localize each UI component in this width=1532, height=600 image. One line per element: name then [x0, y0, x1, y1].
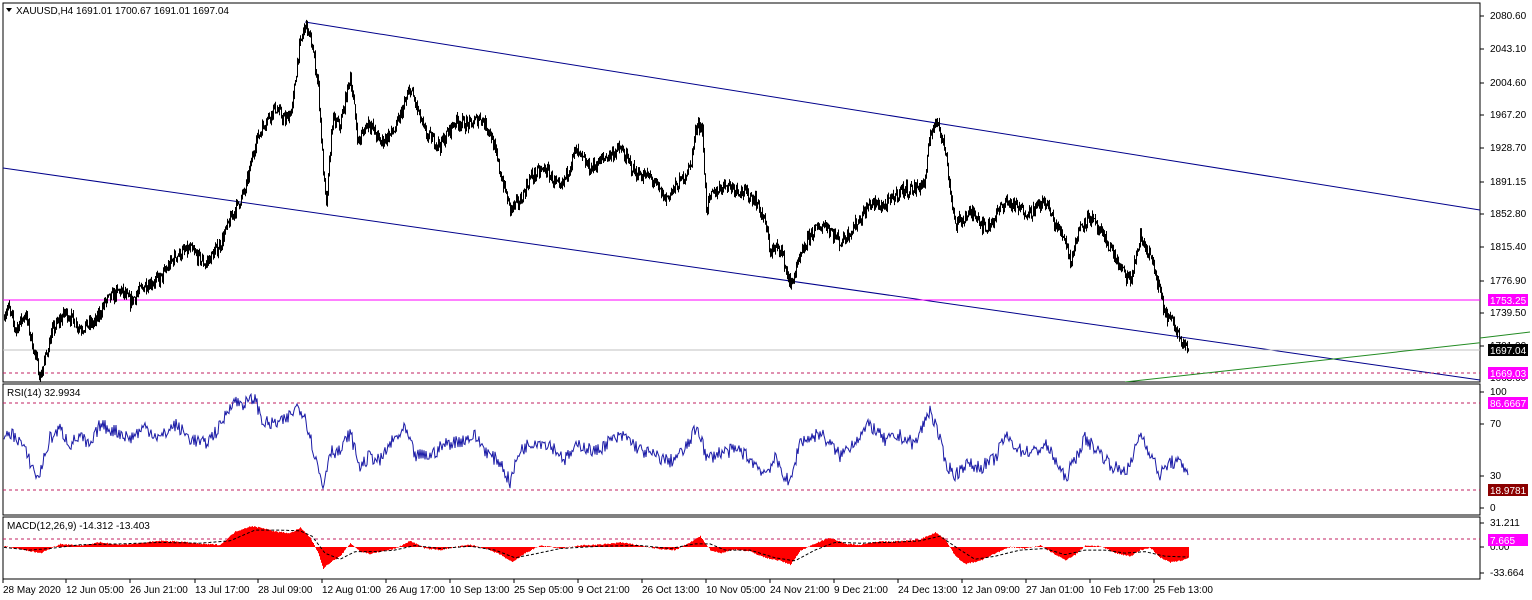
- time-tick-label: 24 Nov 21:00: [770, 585, 830, 596]
- dashed-low-level-tag: [1488, 367, 1528, 379]
- macd-header: MACD(12,26,9) -14.312 -13.403: [7, 521, 150, 532]
- price-tick-label: 1891.15: [1490, 177, 1527, 188]
- triangle-down-icon[interactable]: [6, 8, 12, 12]
- rising-trend-line-extension: [1479, 331, 1531, 339]
- axis-tick: 2043.10: [1480, 44, 1527, 55]
- time-tick-label: 12 Aug 01:00: [322, 585, 381, 596]
- rsi-tick-label: 70: [1490, 419, 1502, 430]
- rising-trend-line[interactable]: [1124, 337, 1532, 382]
- support-level-label: 1753.25: [1490, 296, 1527, 307]
- macd-tick-label: 31.211: [1490, 518, 1520, 529]
- price-series: [4, 19, 1189, 382]
- rsi-header: RSI(14) 32.9934: [7, 388, 81, 399]
- axis-tick: 1815.40: [1480, 242, 1527, 253]
- time-tick-label: 24 Dec 13:00: [898, 585, 958, 596]
- time-tick-label: 28 May 2020: [3, 585, 61, 596]
- price-axis: 2080.60 2043.10 2004.60 1967.20 1928.70 …: [1480, 11, 1527, 384]
- price-bars: [4, 19, 1189, 382]
- time-tick-label: 12 Jan 09:00: [962, 585, 1020, 596]
- time-tick-label: 10 Nov 05:00: [706, 585, 766, 596]
- current-price-label: 1697.04: [1490, 346, 1527, 357]
- rsi-line: [3, 392, 1189, 491]
- rsi-tick-label: 100: [1490, 387, 1507, 398]
- channel-upper-line[interactable]: [304, 21, 1480, 211]
- axis-tick: 1852.80: [1480, 209, 1527, 220]
- price-tick-label: 1739.50: [1490, 308, 1527, 319]
- time-tick-label: 10 Sep 13:00: [450, 585, 510, 596]
- time-tick-label: 12 Jun 05:00: [66, 585, 124, 596]
- axis-tick: 1776.90: [1480, 276, 1527, 287]
- axis-tick: 1967.20: [1480, 110, 1527, 121]
- price-tick-label: 2004.60: [1490, 78, 1527, 89]
- time-tick-label: 26 Jun 21:00: [130, 585, 188, 596]
- dashed-low-level-label: 1669.03: [1490, 369, 1527, 380]
- rsi-oversold-label: 18.9781: [1490, 486, 1527, 497]
- time-tick-label: 26 Aug 17:00: [386, 585, 445, 596]
- price-tick-label: 1776.90: [1490, 276, 1527, 287]
- rsi-overbought-tag: [1488, 397, 1528, 409]
- price-tick-label: 1928.70: [1490, 143, 1527, 154]
- macd-tick-label: 0.00: [1490, 542, 1510, 553]
- macd-signal-line: [3, 529, 1189, 562]
- price-tick-label: 2043.10: [1490, 44, 1527, 55]
- macd-level-label: 7.665: [1490, 536, 1515, 547]
- rsi-tick-label: 30: [1490, 471, 1502, 482]
- axis-tick: 1739.50: [1480, 308, 1527, 319]
- time-axis: 28 May 2020 12 Jun 05:00 26 Jun 21:00 13…: [2, 579, 1213, 596]
- time-tick-label: 10 Feb 17:00: [1090, 585, 1149, 596]
- macd-axis: 31.211 0.00 -33.664: [1480, 518, 1524, 579]
- time-tick-label: 26 Oct 13:00: [642, 585, 700, 596]
- price-tick-label: 2080.60: [1490, 11, 1527, 22]
- price-tick-label: 1967.20: [1490, 110, 1527, 121]
- time-tick-label: 25 Sep 05:00: [514, 585, 574, 596]
- rsi-tick-label: 0: [1490, 503, 1496, 514]
- axis-tick: 1891.15: [1480, 177, 1527, 188]
- rsi-oversold-tag: [1488, 484, 1528, 496]
- time-tick-label: 13 Jul 17:00: [195, 585, 250, 596]
- time-tick-label: 9 Oct 21:00: [578, 585, 630, 596]
- time-tick-label: 28 Jul 09:00: [258, 585, 313, 596]
- rsi-overbought-label: 86.6667: [1490, 399, 1527, 410]
- price-tick-label: 1815.40: [1490, 242, 1527, 253]
- price-tick-label: 1852.80: [1490, 209, 1527, 220]
- time-tick-label: 27 Jan 01:00: [1026, 585, 1084, 596]
- chart-header: XAUUSD,H4 1691.01 1700.67 1691.01 1697.0…: [16, 6, 229, 17]
- macd-histogram: [4, 526, 1189, 569]
- axis-tick: 2004.60: [1480, 78, 1527, 89]
- time-tick-label: 25 Feb 13:00: [1154, 585, 1213, 596]
- rsi-axis: 100 70 30 0: [1480, 387, 1507, 514]
- macd-tick-label: -33.664: [1490, 568, 1524, 579]
- axis-tick: 1928.70: [1480, 143, 1527, 154]
- time-tick-label: 9 Dec 21:00: [834, 585, 888, 596]
- channel-lower-line[interactable]: [3, 167, 1480, 381]
- macd-level-tag: [1488, 534, 1528, 546]
- axis-tick: 2080.60: [1480, 11, 1527, 22]
- support-level-tag: [1488, 294, 1528, 306]
- current-price-tag: [1488, 344, 1528, 356]
